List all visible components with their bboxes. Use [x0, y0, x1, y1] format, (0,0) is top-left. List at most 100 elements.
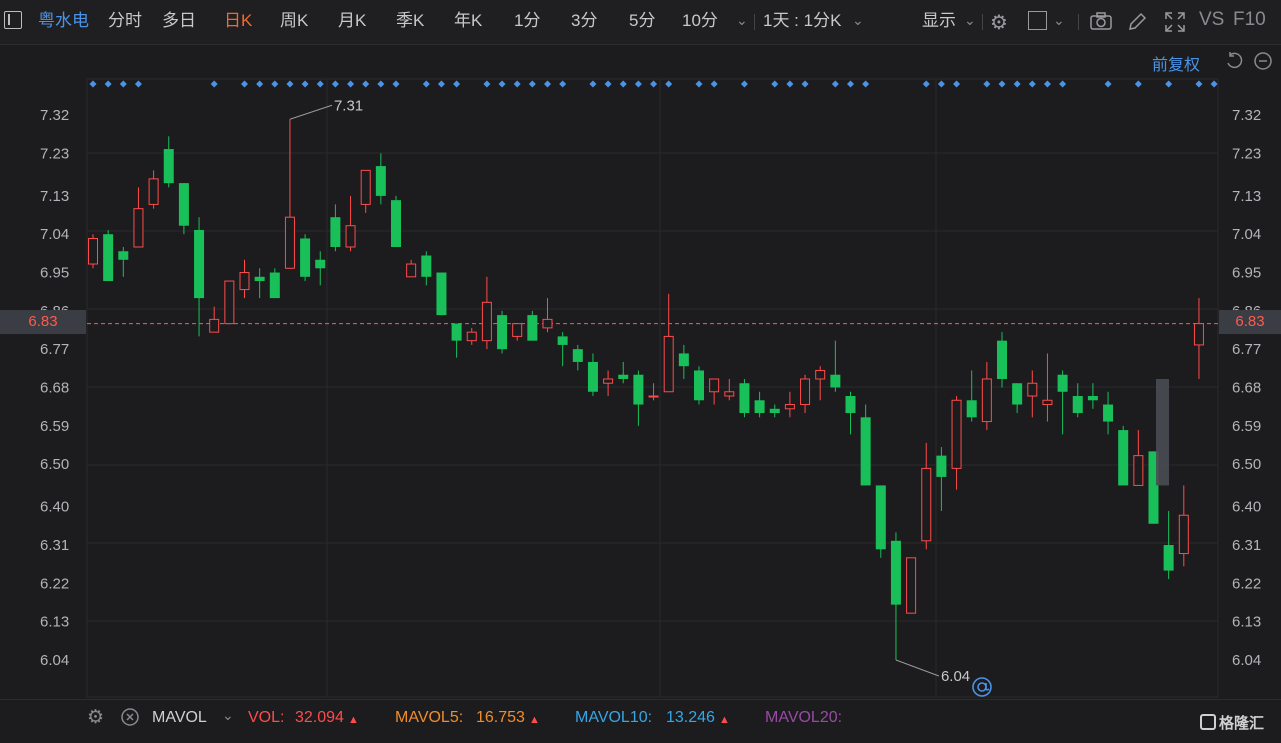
candle — [951, 396, 962, 490]
indicator-selector[interactable]: MAVOL — [152, 709, 207, 726]
candle-body — [330, 217, 341, 247]
period-tab-5min[interactable]: 5分 — [629, 11, 656, 30]
candle — [1072, 383, 1083, 418]
at-sign-icon[interactable] — [971, 676, 993, 698]
period-tab-zhouk[interactable]: 周K — [280, 11, 309, 30]
signal-diamond — [650, 80, 658, 88]
display-menu[interactable]: 显示 — [922, 11, 956, 30]
toolbar-divider — [754, 14, 755, 30]
chevron-down-icon[interactable]: ⌄ — [964, 12, 976, 28]
gear-icon[interactable]: ⚙ — [87, 707, 105, 728]
period-dropdown[interactable]: 1天 : 1分K — [763, 11, 842, 30]
signal-diamond — [604, 80, 612, 88]
candle — [966, 370, 977, 422]
chevron-down-icon[interactable]: ⌄ — [1053, 12, 1065, 28]
period-tab-1min[interactable]: 1分 — [514, 11, 541, 30]
candle-body — [936, 455, 947, 477]
period-tab-3min[interactable]: 3分 — [571, 11, 598, 30]
y-tick-label: 6.13 — [1232, 614, 1261, 631]
candle — [815, 366, 826, 401]
candle-body — [860, 417, 871, 486]
kline-chart[interactable]: 7.327.237.137.046.956.866.776.686.596.50… — [0, 44, 1281, 699]
signal-diamond — [634, 80, 642, 88]
y-tick-label: 6.50 — [40, 456, 69, 473]
signal-diamond — [695, 80, 703, 88]
f10-button[interactable]: F10 — [1233, 9, 1266, 30]
signal-diamond — [1134, 80, 1142, 88]
price-adjust-button[interactable]: 前复权 — [1152, 57, 1201, 74]
y-tick-label: 6.50 — [1232, 456, 1261, 473]
period-tab-fenshi[interactable]: 分时 — [108, 11, 142, 30]
signal-diamond — [544, 80, 551, 88]
high-pointer-line — [289, 104, 333, 120]
candle-body — [436, 272, 447, 316]
candle — [603, 370, 614, 397]
candle — [890, 532, 901, 660]
signal-diamond — [619, 80, 627, 88]
sidebar-toggle-icon[interactable] — [4, 11, 22, 29]
candle — [1027, 370, 1038, 418]
signal-diamond — [786, 80, 794, 88]
candle — [678, 344, 689, 379]
draw-box-icon[interactable] — [1028, 11, 1047, 30]
candle-body — [1178, 514, 1189, 555]
candle-body — [163, 149, 174, 184]
close-icon[interactable] — [120, 707, 140, 727]
candlestick-series — [88, 119, 1204, 660]
vol-value: 32.094 — [295, 709, 344, 726]
candle — [103, 229, 114, 282]
chevron-down-icon[interactable]: ⌄ — [736, 12, 748, 28]
stock-name[interactable]: 粤水电 — [38, 11, 89, 30]
candle — [1118, 425, 1129, 486]
signal-diamond — [437, 80, 445, 88]
candle-body — [315, 259, 326, 269]
fullscreen-icon[interactable] — [1164, 11, 1186, 33]
candle-body — [239, 272, 250, 291]
candle — [391, 195, 401, 247]
candle — [997, 332, 1007, 388]
up-arrow-icon: ▲ — [529, 714, 540, 726]
candle-body — [497, 315, 508, 350]
signal-diamond — [134, 80, 142, 88]
candle — [618, 361, 629, 384]
y-tick-label: 6.68 — [1232, 380, 1261, 397]
pencil-icon[interactable] — [1126, 11, 1148, 33]
candle-body — [633, 374, 644, 405]
signal-diamond — [710, 80, 718, 88]
y-axis-right: 7.327.237.137.046.956.866.776.686.596.50… — [1232, 107, 1261, 669]
y-tick-label: 7.04 — [1232, 226, 1261, 243]
high-price-label: 7.31 — [334, 97, 363, 114]
candle — [542, 298, 553, 333]
signal-diamond — [1059, 80, 1067, 88]
chevron-down-icon[interactable]: ⌄ — [852, 12, 864, 28]
period-tab-niank[interactable]: 年K — [454, 11, 483, 30]
camera-icon[interactable] — [1089, 11, 1113, 31]
period-tab-duori[interactable]: 多日 — [162, 11, 196, 30]
period-tab-jik[interactable]: 季K — [396, 11, 425, 30]
mavol5-label: MAVOL5: — [395, 709, 464, 726]
candle-body — [890, 540, 901, 605]
gear-icon[interactable]: ⚙ — [990, 12, 1008, 34]
y-tick-label: 7.32 — [40, 107, 69, 124]
candle — [1163, 510, 1174, 580]
candle — [709, 378, 720, 405]
candle — [587, 353, 598, 397]
candle-body — [406, 263, 417, 278]
candle-body — [224, 280, 235, 325]
period-tab-yuek[interactable]: 月K — [338, 11, 367, 30]
candle — [315, 251, 326, 286]
candle — [481, 276, 492, 350]
candle-body — [951, 399, 962, 469]
period-tab-rik[interactable]: 日K — [224, 11, 253, 30]
candle-body — [345, 225, 356, 248]
signal-diamond — [862, 80, 870, 88]
minus-circle-icon[interactable] — [1253, 51, 1273, 71]
vs-button[interactable]: VS — [1199, 9, 1225, 30]
reset-icon[interactable] — [1224, 51, 1244, 71]
candle-body — [133, 208, 144, 248]
candle — [512, 323, 523, 341]
hover-highlight-bar — [1156, 378, 1169, 486]
candle-body — [481, 301, 492, 342]
period-tab-10min[interactable]: 10分 — [682, 11, 718, 30]
chevron-down-icon[interactable]: ⌄ — [222, 707, 234, 723]
